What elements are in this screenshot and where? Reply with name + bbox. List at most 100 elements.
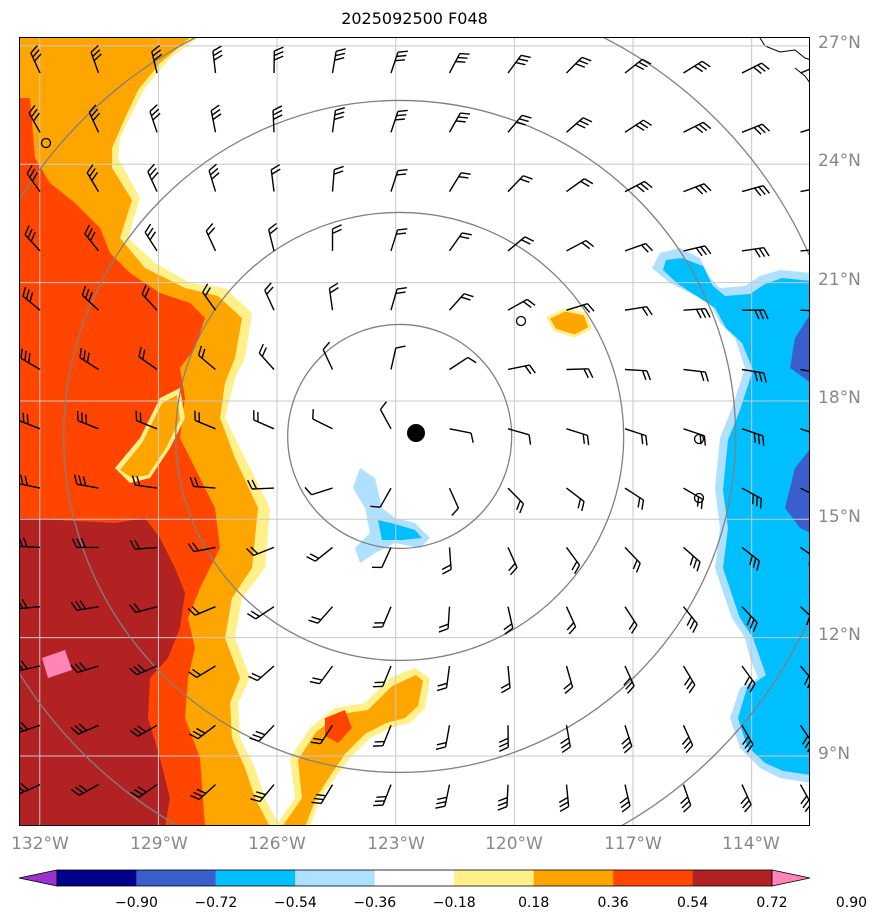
wind-barb xyxy=(246,606,275,620)
wind-barb xyxy=(22,286,41,311)
wind-barb xyxy=(566,487,585,512)
wind-barb xyxy=(741,724,754,753)
calm-circle xyxy=(40,137,52,149)
wind-barb xyxy=(565,606,577,635)
wind-barb xyxy=(322,341,334,370)
wind-barb xyxy=(20,410,41,430)
wind-barb xyxy=(187,542,216,553)
range-rings xyxy=(20,38,809,825)
wind-barb xyxy=(70,723,99,735)
wind-barb xyxy=(507,364,536,375)
field-negative-blue-2 xyxy=(785,450,809,533)
map-panel xyxy=(19,37,810,826)
wind-barb xyxy=(800,64,809,74)
lon-label-132: 132°W xyxy=(11,834,69,854)
wind-barb xyxy=(205,223,217,252)
wind-barb xyxy=(258,343,275,370)
calm-circle xyxy=(693,492,705,504)
wind-barb xyxy=(448,112,471,133)
wind-barb xyxy=(208,163,220,192)
wind-barb xyxy=(448,172,471,192)
field-pink-spot xyxy=(42,650,72,678)
wind-barb xyxy=(800,487,809,499)
wind-barb xyxy=(448,52,470,74)
colorbar-segment xyxy=(57,870,137,886)
wind-barb xyxy=(28,104,41,133)
wind-barb xyxy=(304,486,333,496)
wind-barb xyxy=(390,228,408,252)
wind-barb xyxy=(189,784,216,800)
colorbar-tick-label: −0.90 xyxy=(114,895,158,911)
wind-barb xyxy=(30,45,42,74)
calm-circle xyxy=(515,315,527,327)
lon-label-129: 129°W xyxy=(130,834,188,854)
wind-barb xyxy=(683,245,712,257)
wind-barb xyxy=(435,725,451,750)
range-ring xyxy=(175,211,625,662)
coastline-2 xyxy=(794,67,809,83)
wind-barb xyxy=(246,546,275,557)
wind-barb xyxy=(441,547,452,575)
wind-barb xyxy=(683,183,712,195)
wind-barb xyxy=(135,410,158,430)
wind-barb xyxy=(741,368,767,383)
wind-barb xyxy=(683,546,701,572)
wind-barb xyxy=(741,665,756,693)
wind-barb xyxy=(741,309,769,320)
wind-barb xyxy=(264,282,275,311)
wind-barb xyxy=(247,479,275,490)
wind-barb xyxy=(507,175,533,193)
wind-barb xyxy=(681,725,694,754)
colorbar-segment xyxy=(533,870,614,886)
wind-barb xyxy=(623,665,635,694)
wind-barb xyxy=(741,487,763,509)
colorbar-segment xyxy=(136,870,216,886)
colorbar-segment xyxy=(374,870,455,886)
colorbar-segment xyxy=(613,870,693,886)
wind-barb xyxy=(800,606,809,626)
wind-barb xyxy=(372,725,392,747)
wind-barb xyxy=(270,164,281,192)
wind-barb xyxy=(372,547,392,569)
wind-barb xyxy=(507,547,518,576)
lon-label-117: 117°W xyxy=(604,834,662,854)
wind-barb xyxy=(566,117,593,133)
range-ring xyxy=(63,99,737,774)
wind-barb xyxy=(741,428,765,446)
wind-barb xyxy=(370,487,392,508)
wind-barb xyxy=(448,293,474,311)
wind-barb xyxy=(147,163,159,192)
wind-barb xyxy=(309,665,334,685)
colorbar-segment xyxy=(295,870,375,886)
wind-barb xyxy=(20,721,41,734)
wind-barb xyxy=(308,606,334,624)
wind-barb xyxy=(448,232,472,252)
wind-barb xyxy=(799,784,809,813)
wind-barb xyxy=(144,223,158,252)
wind-barb xyxy=(138,346,158,371)
wind-barb xyxy=(683,307,711,319)
wind-barb xyxy=(449,428,474,443)
wind-barb xyxy=(560,725,572,754)
wind-barb xyxy=(81,285,99,311)
wind-barb xyxy=(331,165,344,192)
colorbar-segment xyxy=(454,870,534,886)
wind-barb xyxy=(129,603,158,614)
colorbar-segment xyxy=(215,870,296,886)
wind-barb xyxy=(740,784,752,813)
wind-barb xyxy=(202,283,217,311)
wind-barb xyxy=(189,724,216,740)
wind-barb xyxy=(800,309,809,312)
field-center-cyan xyxy=(378,520,422,540)
wind-barb xyxy=(683,121,712,134)
range-ring xyxy=(287,323,513,550)
colorbar-tick-label: −0.36 xyxy=(353,895,397,911)
wind-barb xyxy=(20,474,41,489)
colorbar-tick-label: 0.54 xyxy=(676,895,709,911)
wind-barb xyxy=(507,487,525,514)
wind-barb xyxy=(390,50,408,74)
wind-barb xyxy=(24,225,41,252)
wind-barbs xyxy=(20,44,809,813)
wind-barb xyxy=(79,347,99,371)
wind-barb xyxy=(624,242,654,253)
